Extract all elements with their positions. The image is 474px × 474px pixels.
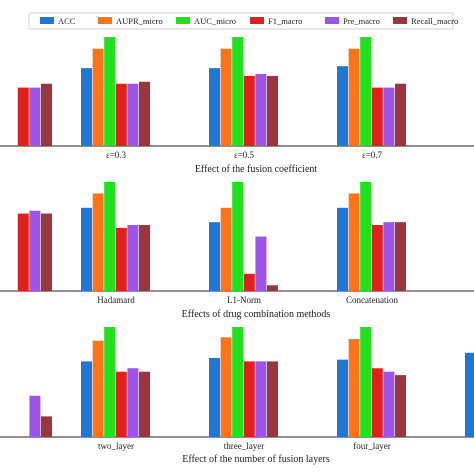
legend-label: ACC — [58, 16, 76, 26]
panel-fusion-layers: two_layer three_layer four_layer Effect of… — [0, 327, 474, 465]
x-tick-label: two_layer — [98, 441, 134, 451]
bar — [255, 73, 267, 146]
legend-swatch — [250, 17, 264, 24]
legend-label: F1_macro — [268, 16, 302, 26]
bar — [348, 339, 360, 437]
legend-swatch — [393, 17, 407, 24]
bar — [267, 285, 278, 291]
bar — [395, 375, 406, 437]
bar — [337, 66, 348, 146]
bar — [267, 361, 278, 437]
x-tick-label: Concatenation — [346, 295, 398, 305]
bar — [29, 210, 41, 291]
bar — [337, 359, 348, 437]
bar — [139, 371, 150, 437]
bar — [220, 48, 232, 146]
bar — [115, 227, 127, 291]
legend-swatch — [325, 17, 339, 24]
bar — [348, 193, 360, 291]
panel-drug-combination: Hadamard L1-Norm Concatenation Effects of … — [0, 182, 474, 320]
legend: ACC AUPR_micro AUC_micro F1_macro Pre_macro R… — [28, 12, 458, 30]
bar — [243, 361, 255, 437]
bar — [81, 361, 92, 437]
bar — [383, 222, 395, 291]
bar — [465, 352, 474, 437]
x-tick-label: L1-Norm — [227, 295, 261, 305]
bar — [127, 83, 139, 146]
bar — [17, 213, 29, 291]
bar — [209, 357, 220, 437]
bar — [92, 48, 104, 146]
bar — [104, 182, 116, 291]
bar — [17, 87, 29, 146]
panel-fusion-coefficient: ε=0.3 ε=0.5 ε=0.7 Effect of the fusion coe… — [0, 37, 474, 175]
bar — [29, 87, 41, 146]
bar — [267, 75, 278, 146]
legend-swatch — [40, 17, 54, 24]
bar — [209, 68, 220, 146]
bar — [220, 337, 232, 437]
bar — [337, 207, 348, 291]
legend-label: AUC_micro — [194, 16, 236, 26]
x-tick-label: ε=0.7 — [362, 150, 383, 160]
bar — [360, 37, 372, 146]
bar — [104, 37, 116, 146]
x-tick-label: ε=0.3 — [106, 150, 127, 160]
bar — [371, 87, 383, 146]
bar — [127, 225, 139, 291]
bar — [395, 83, 406, 146]
bar — [232, 327, 244, 437]
bar — [383, 87, 395, 146]
legend-label: Recall_macro — [411, 16, 458, 26]
bar — [29, 395, 41, 437]
bar — [92, 193, 104, 291]
bar — [255, 361, 267, 437]
bar — [232, 182, 244, 291]
bar — [41, 213, 52, 291]
legend-swatch — [176, 17, 190, 24]
bar — [243, 273, 255, 291]
bar — [220, 207, 232, 291]
bar — [371, 225, 383, 291]
panel-title: Effects of drug combination methods — [182, 309, 331, 320]
bar — [243, 75, 255, 146]
bar — [395, 222, 406, 291]
bar — [255, 236, 267, 291]
x-tick-label: Hadamard — [97, 295, 135, 305]
bar — [81, 68, 92, 146]
bar — [360, 327, 372, 437]
panel-title: Effect of the fusion coefficient — [195, 164, 318, 175]
panel-title: Effect of the number of fusion layers — [182, 454, 330, 465]
bar — [115, 371, 127, 437]
x-tick-label: four_layer — [353, 441, 390, 451]
bar — [232, 37, 244, 146]
bar — [92, 340, 104, 437]
bar — [209, 222, 220, 291]
bar — [41, 416, 52, 437]
legend-label: AUPR_micro — [116, 16, 163, 26]
x-tick-label: three_layer — [224, 441, 264, 451]
bar — [360, 182, 372, 291]
bar — [348, 48, 360, 146]
bar — [41, 83, 52, 146]
legend-frame — [28, 12, 454, 30]
bar — [81, 207, 92, 291]
bar — [127, 368, 139, 437]
legend-label: Pre_macro — [343, 16, 380, 26]
legend-swatch — [98, 17, 112, 24]
bar — [115, 83, 127, 146]
bar — [383, 371, 395, 437]
x-tick-label: ε=0.5 — [234, 150, 255, 160]
bar — [139, 225, 150, 291]
bar — [139, 81, 150, 146]
bar — [104, 327, 116, 437]
bar — [371, 368, 383, 437]
